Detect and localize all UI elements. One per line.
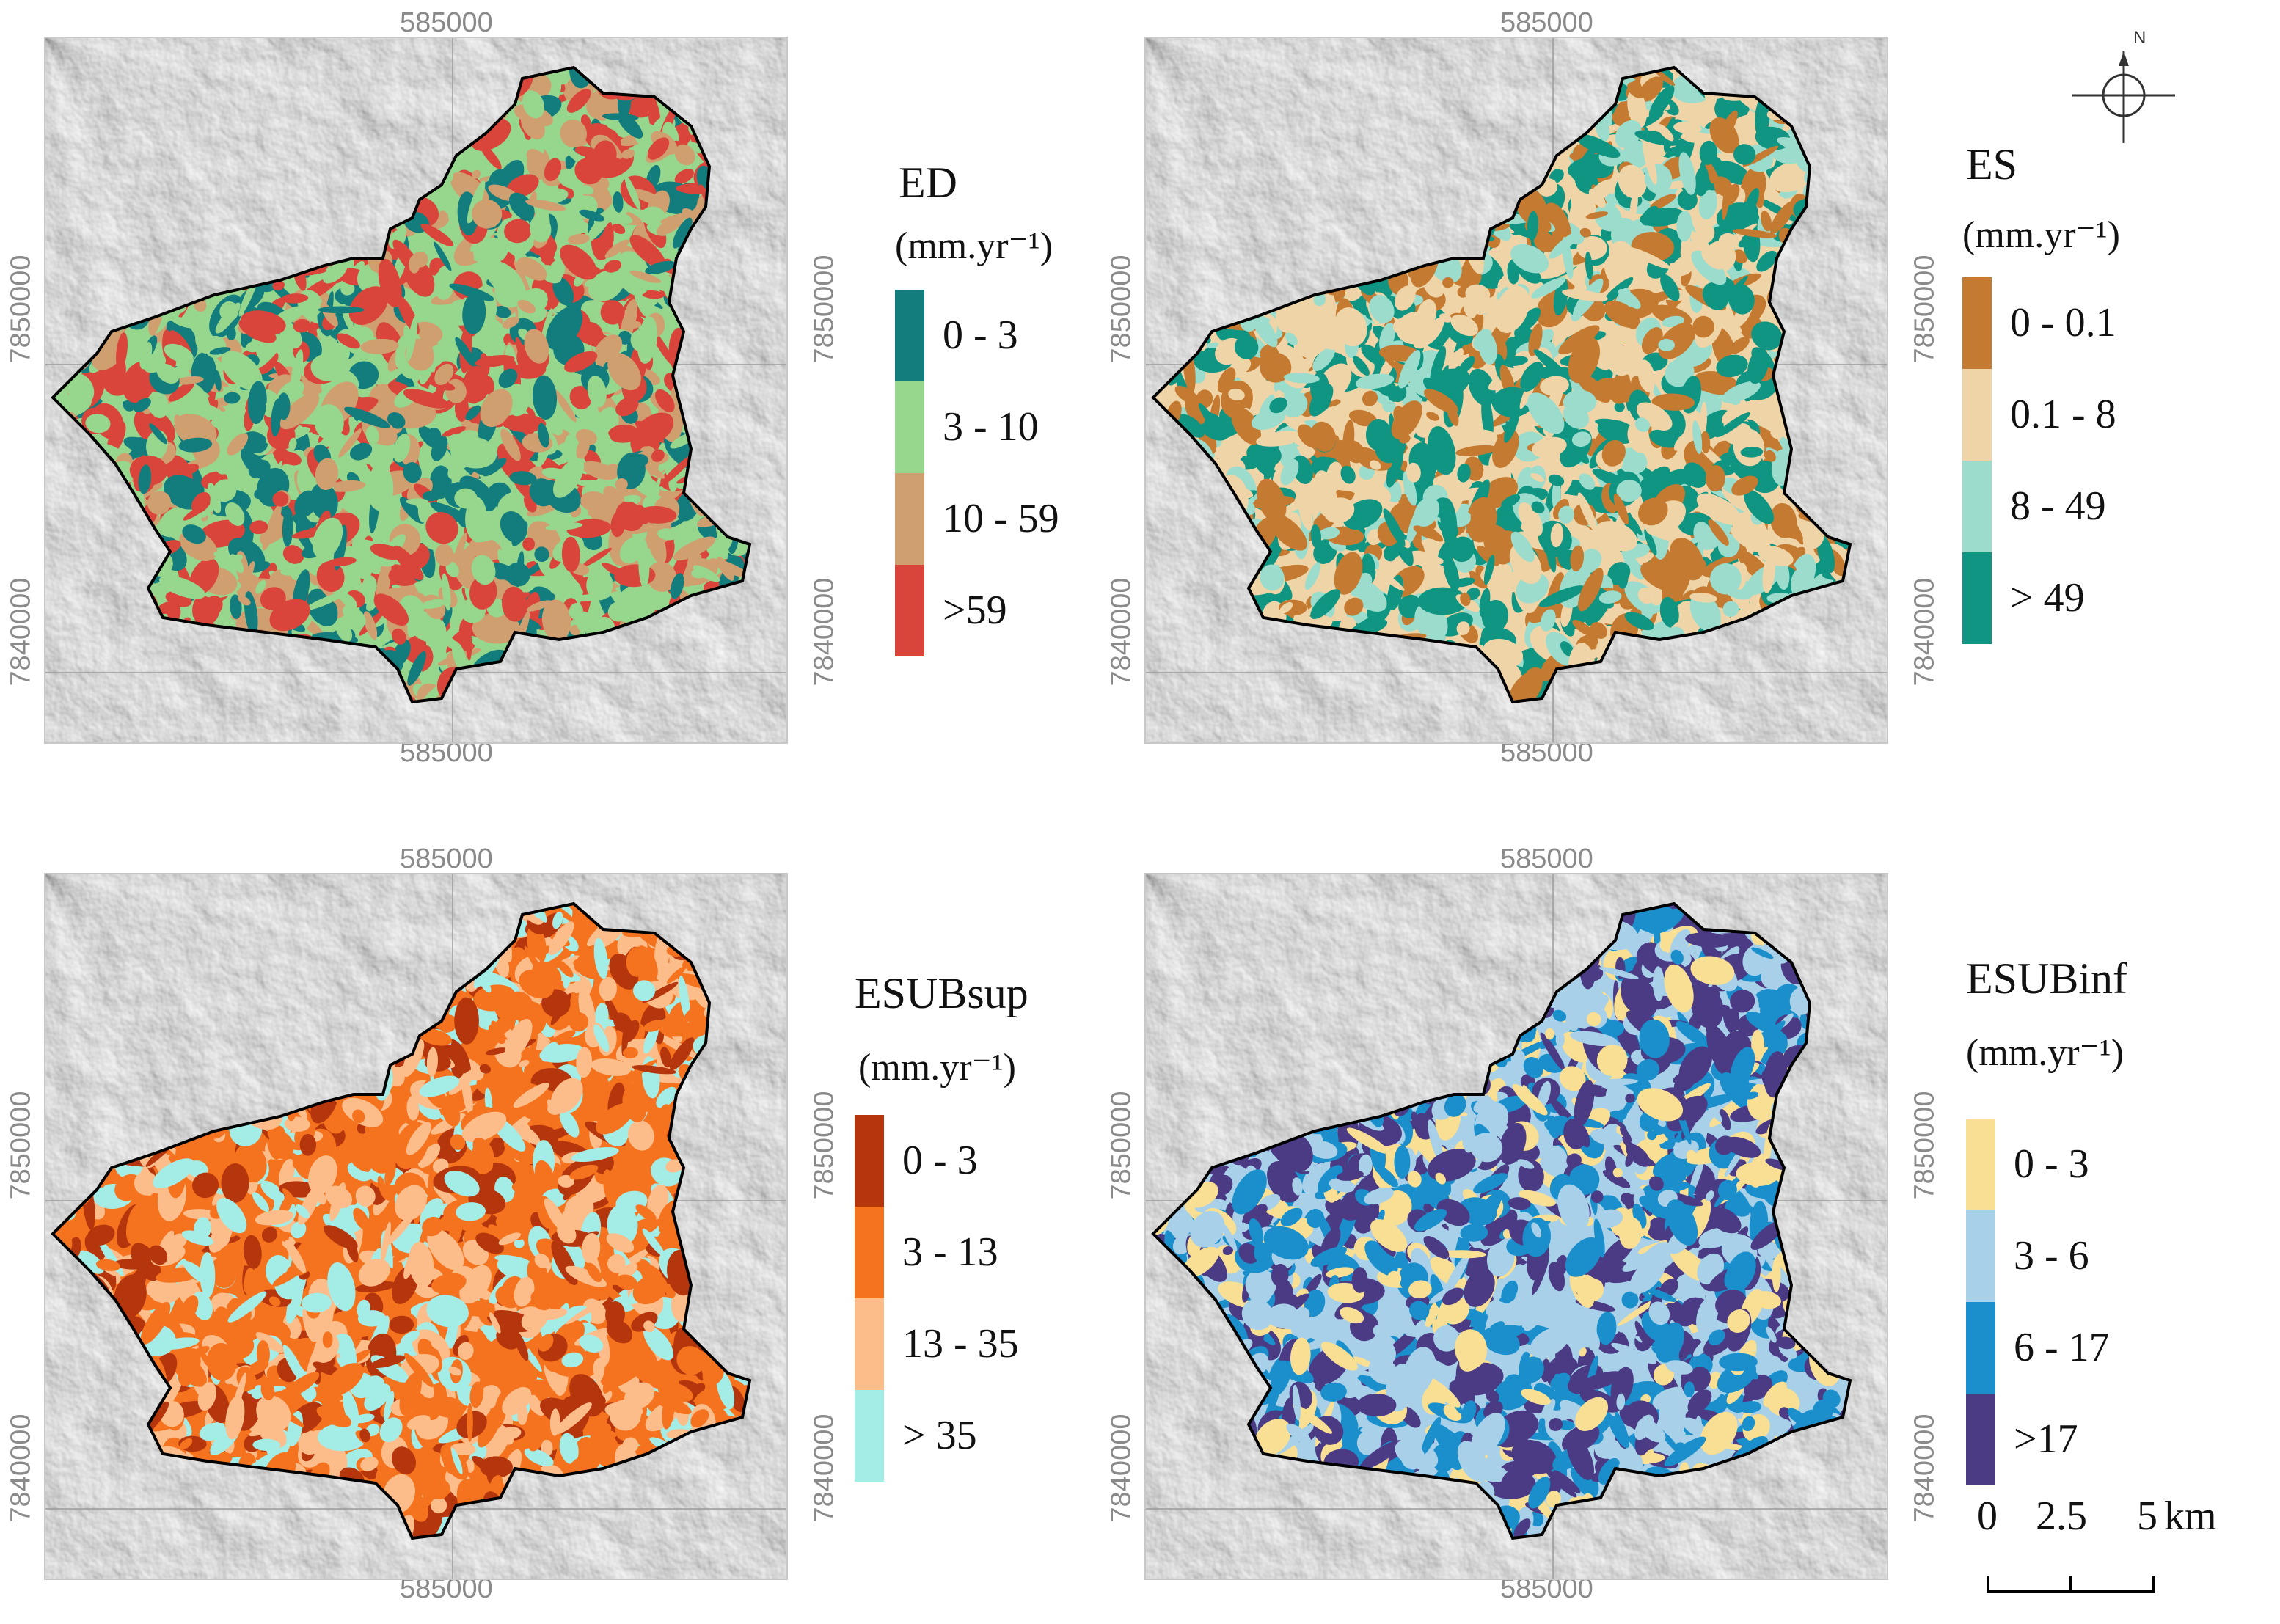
map-es <box>1146 38 1887 742</box>
map-esubinf <box>1146 874 1887 1579</box>
northing-label-right-lower: 7840000 <box>1909 577 1940 687</box>
scale-tick-5: 5 <box>2137 1493 2157 1539</box>
northing-label-left-lower: 7840000 <box>5 577 37 687</box>
basin-boundary <box>1151 65 1852 704</box>
legend-swatch <box>1962 369 1992 461</box>
northing-label-right-lower: 7840000 <box>1909 1413 1940 1523</box>
map-panel-ed: 585000 585000 7850000 7840000 7850000 78… <box>0 0 1137 768</box>
map-frame-es <box>1144 37 1888 744</box>
map-panel-esubsup: 585000 585000 7850000 7840000 7850000 78… <box>0 836 1137 1624</box>
legend-unit-esubinf: (mm.yr⁻¹) <box>1966 1032 2124 1074</box>
north-arrow-icon: N <box>2069 22 2179 147</box>
legend-title-es: ES <box>1966 140 2018 189</box>
legend-title-esubsup: ESUBsup <box>855 969 1028 1017</box>
legend-class-label: 0 - 3 <box>902 1138 978 1183</box>
legend-title-ed: ED <box>899 158 957 207</box>
legend-swatch <box>1962 461 1992 552</box>
legend-swatch <box>1966 1302 1995 1394</box>
legend-class-label: 0 - 0.1 <box>2010 300 2116 345</box>
legend-swatch <box>1962 277 1992 369</box>
northing-label-left-upper: 7850000 <box>5 255 37 364</box>
legend-swatch <box>1966 1210 1995 1302</box>
northing-label-left-lower: 7840000 <box>5 1413 37 1523</box>
northing-label-right-upper: 7850000 <box>1909 1091 1940 1200</box>
legend-class-label: >59 <box>943 588 1007 633</box>
basin-boundary <box>1151 901 1852 1540</box>
legend-swatch <box>895 290 924 381</box>
legend-swatch <box>1962 552 1992 644</box>
north-label: N <box>2133 28 2146 48</box>
easting-label-top: 585000 <box>1500 844 1593 874</box>
northing-label-left-lower: 7840000 <box>1106 577 1137 687</box>
scale-tick-0: 0 <box>1977 1493 1998 1539</box>
map-frame-esubsup <box>44 873 788 1580</box>
map-frame-esubinf <box>1144 873 1888 1580</box>
legend-swatch <box>1966 1394 1995 1485</box>
legend-class-label: 0 - 3 <box>2014 1141 2089 1187</box>
easting-label-top: 585000 <box>1500 7 1593 38</box>
easting-label-top: 585000 <box>400 844 493 874</box>
legend-swatch <box>895 381 924 473</box>
scale-unit: km <box>2164 1493 2217 1539</box>
northing-label-left-lower: 7840000 <box>1106 1413 1137 1523</box>
easting-label-top: 585000 <box>400 7 493 38</box>
map-ed <box>45 38 786 742</box>
northing-label-left-upper: 7850000 <box>5 1091 37 1200</box>
basin-boundary <box>51 65 752 704</box>
legend-swatch <box>855 1390 884 1482</box>
map-panel-es: 585000 585000 7850000 7840000 7850000 78… <box>1100 0 2280 768</box>
legend-class-label: 3 - 10 <box>943 404 1039 450</box>
legend-class-label: > 49 <box>2010 575 2085 621</box>
northing-label-left-upper: 7850000 <box>1106 1091 1137 1200</box>
scale-bar: 0 2.5 5 km <box>1977 1493 2270 1617</box>
map-frame-ed <box>44 37 788 744</box>
legend-class-label: 6 - 17 <box>2014 1325 2110 1370</box>
northing-label-right-upper: 7850000 <box>808 255 840 364</box>
legend-class-label: 13 - 35 <box>902 1321 1019 1367</box>
scale-tick-2-5: 2.5 <box>2036 1493 2087 1539</box>
northing-label-right-upper: 7850000 <box>808 1091 840 1200</box>
legend-swatch <box>895 565 924 656</box>
legend-title-esubinf: ESUBinf <box>1966 954 2128 1003</box>
legend-class-label: 10 - 59 <box>943 496 1059 541</box>
northing-label-right-lower: 7840000 <box>808 1413 840 1523</box>
legend-class-label: >17 <box>2014 1416 2078 1462</box>
legend-unit-ed: (mm.yr⁻¹) <box>895 225 1053 267</box>
northing-label-left-upper: 7850000 <box>1106 255 1137 364</box>
legend-swatch <box>855 1207 884 1298</box>
legend-swatch <box>855 1298 884 1390</box>
legend-class-label: 0 - 3 <box>943 312 1018 358</box>
legend-swatch <box>1966 1119 1995 1210</box>
scale-bar-line <box>1987 1576 2155 1593</box>
legend-class-label: 3 - 6 <box>2014 1233 2089 1279</box>
legend-class-label: 8 - 49 <box>2010 483 2106 529</box>
northing-label-right-upper: 7850000 <box>1909 255 1940 364</box>
basin-boundary <box>51 901 752 1540</box>
legend-class-label: > 35 <box>902 1413 977 1458</box>
northing-label-right-lower: 7840000 <box>808 577 840 687</box>
legend-unit-es: (mm.yr⁻¹) <box>1962 214 2120 256</box>
legend-class-label: 3 - 13 <box>902 1229 998 1275</box>
legend-swatch <box>895 473 924 565</box>
legend-unit-esubsup: (mm.yr⁻¹) <box>858 1047 1016 1089</box>
map-esubsup <box>45 874 786 1579</box>
legend-class-label: 0.1 - 8 <box>2010 392 2116 437</box>
legend-swatch <box>855 1115 884 1207</box>
map-panel-esubinf: 585000 585000 7850000 7840000 7850000 78… <box>1100 836 2280 1624</box>
